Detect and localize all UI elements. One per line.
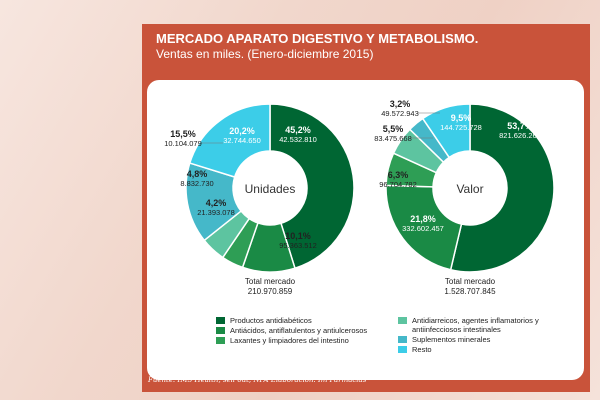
source-note: Fuente: IMS Health, sell out, NPA Elabor… <box>148 376 367 384</box>
legend-swatch-0 <box>216 317 225 324</box>
center-label-1: Valor <box>456 182 483 196</box>
slice-1-1 <box>385 184 463 271</box>
pct-label-0-3: 4,8% <box>187 169 208 179</box>
pct-label-1-5: 9,5% <box>451 113 472 123</box>
legend-label-4: Suplementos minerales <box>412 335 491 344</box>
pct-label-1-3: 5,5% <box>383 124 404 134</box>
legend-swatch-3 <box>398 317 407 324</box>
legend-swatch-1 <box>216 327 225 334</box>
pct-label-1-4: 3,2% <box>390 99 411 109</box>
center-label-0: Unidades <box>245 182 296 196</box>
legend-label-3-line2: antiinfecciosos intestinales <box>412 325 501 334</box>
pct-label-1-0: 53,7% <box>507 121 533 131</box>
value-label-1-1: 332.602.457 <box>402 224 444 233</box>
legend-swatch-2 <box>216 337 225 344</box>
value-label-0-4: 10.104.079 <box>164 139 202 148</box>
slice-0-0 <box>269 103 355 270</box>
value-label-0-2: 21.393.078 <box>197 208 235 217</box>
value-label-1-3: 83.475.668 <box>374 134 412 143</box>
value-label-1-5: 144.725.728 <box>440 123 482 132</box>
legend-label-1: Antiácidos, antiflatulentos y antiulcero… <box>230 326 367 335</box>
legend-label-5: Resto <box>412 345 432 354</box>
value-label-0-3: 8.832.730 <box>180 179 213 188</box>
legend-swatch-4 <box>398 336 407 343</box>
legend-label-2: Laxantes y limpiadores del intestino <box>230 336 349 345</box>
pct-label-0-2: 4,2% <box>206 198 227 208</box>
value-label-0-5: 32.744.650 <box>223 136 261 145</box>
total-value-0: 210.970.859 <box>248 287 293 296</box>
value-label-0-1: 95.363.512 <box>279 241 317 250</box>
total-label-0: Total mercado <box>245 277 296 286</box>
value-label-1-4: 49.572.943 <box>381 109 419 118</box>
pct-label-0-4: 15,5% <box>170 129 196 139</box>
value-label-1-0: 821.626.268 <box>499 131 541 140</box>
pct-label-0-1: 10,1% <box>285 231 311 241</box>
value-label-1-2: 96.704.782 <box>379 180 417 189</box>
pct-label-1-2: 6,3% <box>388 170 409 180</box>
pct-label-1-1: 21,8% <box>410 214 436 224</box>
total-value-1: 1.528.707.845 <box>444 287 496 296</box>
legend-swatch-5 <box>398 346 407 353</box>
pct-label-0-0: 45,2% <box>285 125 311 135</box>
legend-label-3: Antidiarreicos, agentes inflamatorios y <box>412 316 539 325</box>
chart-subtitle: Ventas en miles. (Enero-diciembre 2015) <box>156 47 374 61</box>
value-label-0-0: 42.532.810 <box>279 135 317 144</box>
pct-label-0-5: 20,2% <box>229 126 255 136</box>
total-label-1: Total mercado <box>445 277 496 286</box>
slice-0-5 <box>188 103 271 178</box>
legend-label-0: Productos antidiabéticos <box>230 316 312 325</box>
slice-1-0 <box>449 103 555 273</box>
chart-title: MERCADO APARATO DIGESTIVO Y METABOLISMO. <box>156 31 479 46</box>
slice-1-5 <box>421 103 471 159</box>
